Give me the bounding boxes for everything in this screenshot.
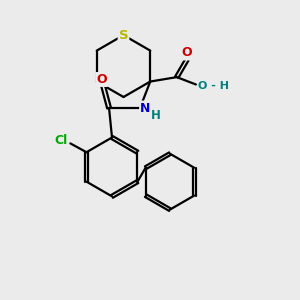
Text: O - H: O - H	[198, 81, 229, 91]
Text: N: N	[140, 101, 151, 115]
Text: O: O	[182, 46, 192, 59]
Text: Cl: Cl	[55, 134, 68, 147]
Text: S: S	[119, 29, 128, 42]
Text: H: H	[151, 109, 161, 122]
Text: O: O	[96, 73, 107, 86]
